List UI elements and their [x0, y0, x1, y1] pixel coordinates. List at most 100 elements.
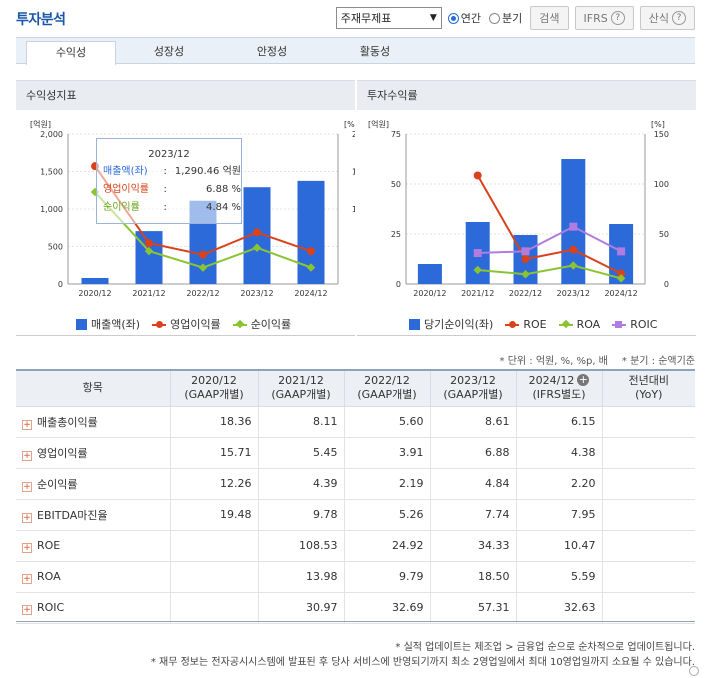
statement-select[interactable]: 주재무제표 ▼ [335, 7, 442, 29]
expand-plus-icon[interactable]: + [22, 481, 32, 492]
tab-profitability[interactable]: 수익성 [26, 41, 116, 65]
analysis-tabs: 수익성 성장성 안정성 활동성 [16, 37, 695, 65]
row-name: ROIC [37, 600, 65, 614]
expand-plus-icon[interactable]: + [22, 604, 32, 615]
y-right-tick-label: 50 [659, 230, 669, 239]
legend-item-revenue[interactable]: 매출액(좌) [76, 316, 140, 332]
table-cell: 7.74 [429, 499, 516, 531]
table-row[interactable]: + 순이익률 12.26 4.39 2.19 4.84 2.20 [16, 468, 695, 500]
legend-item-net-margin[interactable]: 순이익률 [232, 316, 291, 332]
tab-growth[interactable]: 성장성 [153, 45, 185, 58]
table-cell: 5.26 [343, 499, 430, 531]
table-row[interactable]: + ROIC 30.97 32.69 57.31 32.63 [16, 592, 695, 624]
table-cell: 2.20 [515, 468, 602, 500]
row-name-cell[interactable]: + 순이익률 [16, 468, 170, 500]
row-name-cell[interactable]: + 매출총이익률 [16, 406, 170, 438]
table-cell: 19.48 [169, 499, 258, 531]
line-point [473, 265, 482, 275]
table-row[interactable]: + EBITDA마진율 19.48 9.78 5.26 7.74 7.95 [16, 499, 695, 531]
y-left-tick-label: 50 [391, 180, 401, 189]
legend-label: 영업이익률 [170, 318, 221, 331]
row-name-cell[interactable]: + EBITDA마진율 [16, 499, 170, 531]
legend-item-roa[interactable]: ROA [558, 318, 600, 331]
table-cell [601, 406, 695, 438]
table-cell: 9.78 [257, 499, 344, 531]
x-tick-label: 2023/12 [240, 289, 273, 298]
ifrs-label: IFRS [583, 11, 608, 25]
header-col-basis: (GAAP개별) [443, 388, 503, 402]
table-row[interactable]: + 매출총이익률 18.36 8.11 5.60 8.61 6.15 [16, 406, 695, 438]
question-icon: ? [672, 11, 686, 25]
table-cell: 15.71 [169, 437, 258, 469]
expand-plus-icon[interactable]: + [22, 450, 32, 461]
table-row[interactable]: + ROE 108.53 24.92 34.33 10.47 [16, 530, 695, 562]
y-left-tick-label: 25 [391, 230, 401, 239]
table-cell: 18.36 [169, 406, 258, 438]
chart-tooltip: 2023/12 매출액(좌) : 1,290.46 억원 영업이익률 : 6.8… [96, 138, 242, 224]
formula-help-button[interactable]: 산식? [639, 6, 695, 30]
x-tick-label: 2021/12 [132, 289, 165, 298]
square-line-icon [612, 319, 627, 330]
profitability-chart-panel: 수익성지표 [억원][%]0050051,000101,500152,00020… [16, 80, 355, 336]
table-cell [169, 592, 258, 624]
legend-item-roe[interactable]: ROE [505, 317, 547, 331]
line-point [306, 263, 316, 272]
line-point [199, 250, 207, 259]
table-cell: 6.15 [515, 406, 602, 438]
scroll-corner-icon [689, 666, 699, 676]
return-legend: 당기순이익(좌) ROE ROA ROIC [409, 316, 657, 332]
x-tick-label: 2022/12 [186, 289, 219, 298]
table-cell: 6.88 [429, 437, 516, 469]
y-right-tick-label: 15 [352, 168, 355, 177]
profitability-legend: 매출액(좌) 영업이익률 순이익률 [76, 316, 291, 332]
legend-label: ROE [523, 317, 547, 331]
bar [81, 278, 109, 284]
table-cell: 5.60 [343, 406, 430, 438]
y-right-unit: [%] [651, 120, 665, 129]
line-point [617, 269, 626, 278]
table-cell: 12.26 [169, 468, 258, 500]
row-name: 순이익률 [37, 477, 78, 491]
row-name-cell[interactable]: + 영업이익률 [16, 437, 170, 469]
question-icon: ? [610, 11, 625, 25]
tooltip-label: 영업이익률 [103, 184, 149, 195]
table-row[interactable]: + 영업이익률 15.71 5.45 3.91 6.88 4.38 [16, 437, 695, 469]
legend-item-roic[interactable]: ROIC [612, 318, 657, 331]
footnote: * 재무 정보는 전자공시시스템에 발표된 후 당사 서비스에 반영되기까지 최… [150, 657, 695, 668]
table-cell: 7.95 [515, 499, 602, 531]
x-tick-label: 2020/12 [78, 289, 111, 298]
y-right-unit: [%] [344, 120, 355, 129]
expand-plus-icon[interactable]: + [22, 573, 32, 584]
bar-swatch-icon [409, 318, 420, 330]
table-cell [601, 530, 695, 562]
table-cell: 5.59 [515, 561, 602, 593]
header-col-period: 전년대비 [628, 374, 669, 388]
ifrs-help-button[interactable]: IFRS? [574, 6, 634, 30]
y-left-tick-label: 2,000 [40, 130, 63, 139]
x-tick-label: 2024/12 [294, 289, 327, 298]
row-name-cell[interactable]: + ROE [16, 530, 170, 562]
table-row[interactable]: + ROA 13.98 9.79 18.50 5.59 [16, 561, 695, 593]
table-cell: 8.61 [429, 406, 516, 438]
legend-item-operating-margin[interactable]: 영업이익률 [152, 316, 221, 332]
row-name-cell[interactable]: + ROA [16, 561, 170, 593]
legend-item-net-income[interactable]: 당기순이익(좌) [409, 316, 493, 332]
radio-annual-label: 연간 [460, 12, 482, 25]
radio-annual[interactable]: 연간 [447, 10, 482, 26]
row-name-cell[interactable]: + ROIC [16, 592, 170, 624]
radio-quarter[interactable]: 분기 [489, 10, 522, 26]
search-button[interactable]: 검색 [530, 6, 569, 30]
bar-swatch-icon [76, 318, 87, 330]
expand-plus-icon[interactable]: + [22, 419, 32, 430]
tab-stability[interactable]: 안정성 [256, 45, 288, 58]
toolbar: 주재무제표 ▼ 연간 분기 검색 IFRS? 산식? [335, 6, 695, 30]
tooltip-value: 6.88 % [206, 184, 241, 195]
line-point [521, 247, 530, 256]
table-cell [601, 437, 695, 469]
add-column-icon[interactable]: + [577, 373, 590, 387]
footnotes: * 실적 업데이트는 제조업 > 금융업 순으로 순차적으로 업데이트됩니다. … [151, 640, 695, 670]
expand-plus-icon[interactable]: + [22, 512, 32, 523]
expand-plus-icon[interactable]: + [22, 542, 32, 553]
tab-activity[interactable]: 활동성 [359, 45, 391, 58]
y-right-tick-label: 0 [664, 280, 669, 289]
